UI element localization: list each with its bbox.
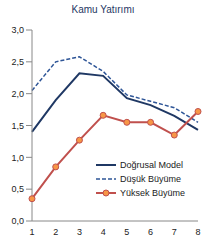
svg-text:2: 2 xyxy=(53,227,58,237)
html-text:Yüksek Büyüme: Yüksek Büyüme xyxy=(120,188,185,198)
svg-text:0,0: 0,0 xyxy=(11,216,24,226)
svg-text:3,0: 3,0 xyxy=(11,25,24,35)
svg-text:5: 5 xyxy=(124,227,129,237)
svg-text:1,0: 1,0 xyxy=(11,153,24,163)
svg-text:2,5: 2,5 xyxy=(11,57,24,67)
svg-text:8: 8 xyxy=(195,227,198,237)
svg-text:7: 7 xyxy=(172,227,177,237)
svg-text:0,5: 0,5 xyxy=(11,184,24,194)
svg-text:1: 1 xyxy=(29,227,34,237)
svg-text:6: 6 xyxy=(148,227,153,237)
html-text:Düşük Büyüme: Düşük Büyüme xyxy=(120,174,181,184)
html-text:Kamu Yatırımı: Kamu Yatırımı xyxy=(71,4,135,15)
svg-text:4: 4 xyxy=(101,227,106,237)
svg-text:2,0: 2,0 xyxy=(11,89,24,99)
svg-text:3: 3 xyxy=(77,227,82,237)
svg-text:1,5: 1,5 xyxy=(11,121,24,131)
html-text:Doğrusal Model: Doğrusal Model xyxy=(120,160,183,170)
